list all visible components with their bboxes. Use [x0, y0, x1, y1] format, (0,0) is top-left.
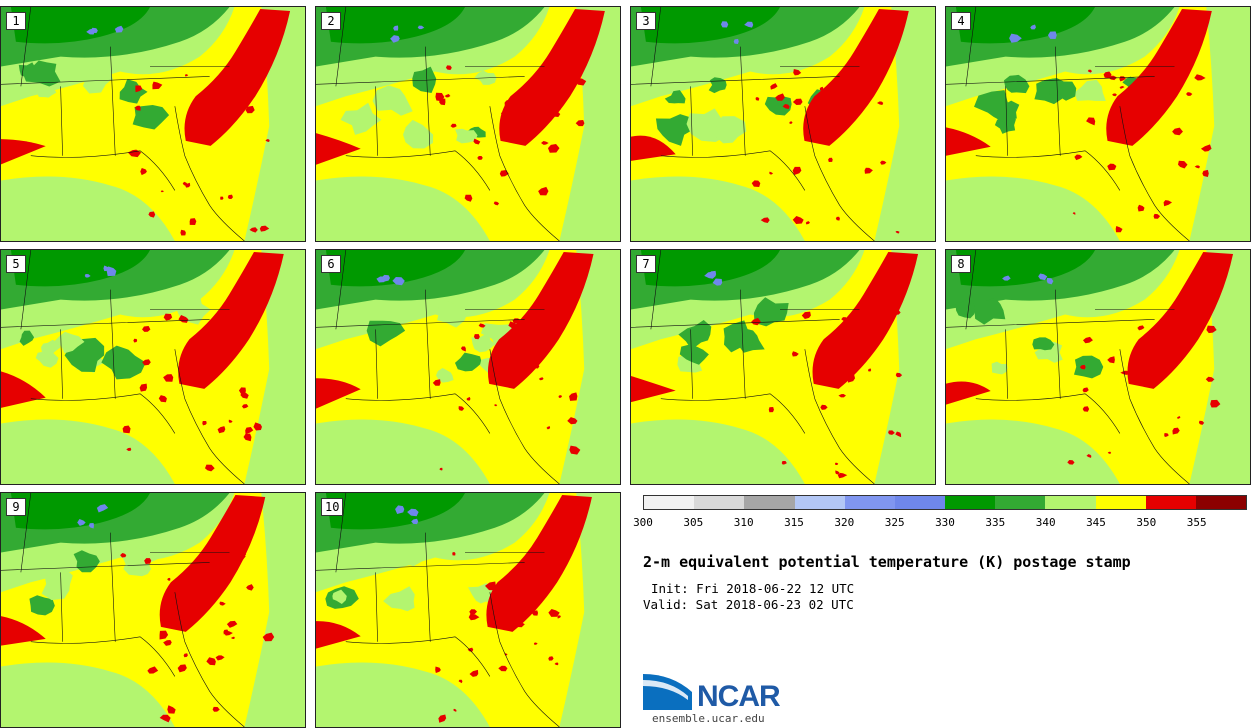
- colorbar-swatch: [794, 496, 845, 509]
- colorbar-tick: 345: [1086, 516, 1106, 529]
- member-number-label: 8: [951, 255, 971, 273]
- colorbar-tick: 340: [1035, 516, 1056, 529]
- member-number-label: 9: [6, 498, 26, 516]
- member-number-label: 3: [636, 12, 656, 30]
- ensemble-member-map: 8: [945, 249, 1251, 485]
- colorbar-tick: 300: [633, 516, 653, 529]
- colorbar-tick-labels: 300 305 310 315 320 325 330 335 340 345 350 355: [633, 516, 1247, 530]
- ensemble-member-map: 10: [315, 492, 621, 728]
- colorbar-tick: 320: [834, 516, 855, 529]
- website-url: ensemble.ucar.edu: [652, 712, 765, 725]
- colorbar-tick: 350: [1136, 516, 1157, 529]
- figure-title: 2-m equivalent potential temperature (K)…: [643, 553, 1131, 571]
- colorbar-swatch: [1045, 496, 1096, 509]
- member-number-label: 4: [951, 12, 971, 30]
- ensemble-member-map: 7: [630, 249, 936, 485]
- valid-time: Valid: Sat 2018-06-23 02 UTC: [643, 597, 854, 612]
- colorbar-tick: 330: [935, 516, 955, 529]
- colorbar-tick: 310: [733, 516, 754, 529]
- colorbar-swatch: [744, 496, 795, 509]
- ensemble-member-map: 1: [0, 6, 306, 242]
- colorbar-swatch: [995, 496, 1046, 509]
- colorbar-swatch: [945, 496, 996, 509]
- colorbar-swatch: [1095, 496, 1146, 509]
- colorbar-tick: 315: [784, 516, 804, 529]
- member-number-label: 6: [321, 255, 341, 273]
- ensemble-member-map: 5: [0, 249, 306, 485]
- colorbar-swatch: [694, 496, 745, 509]
- ensemble-member-map: 9: [0, 492, 306, 728]
- member-number-label: 10: [321, 498, 344, 516]
- colorbar-tick: 355: [1186, 516, 1207, 529]
- colorbar-tick: 335: [985, 516, 1006, 529]
- colorbar-swatch: [1195, 496, 1247, 509]
- colorbar-swatch: [644, 496, 695, 509]
- colorbar-swatch: [1145, 496, 1196, 509]
- colorbar-swatch: [844, 496, 895, 509]
- ensemble-member-map: 3: [630, 6, 936, 242]
- member-number-label: 5: [6, 255, 26, 273]
- colorbar-tick: 325: [884, 516, 905, 529]
- ncar-logo-text: NCAR: [697, 680, 781, 713]
- init-time: Init: Fri 2018-06-22 12 UTC: [651, 581, 855, 596]
- ensemble-member-map: 4: [945, 6, 1251, 242]
- member-number-label: 1: [6, 12, 26, 30]
- colorbar-swatch: [894, 496, 946, 509]
- member-number-label: 7: [636, 255, 656, 273]
- ensemble-member-map: 6: [315, 249, 621, 485]
- colorbar: [643, 495, 1247, 510]
- ncar-logo-icon: [643, 674, 692, 710]
- colorbar-tick: 305: [683, 516, 704, 529]
- member-number-label: 2: [321, 12, 341, 30]
- ensemble-member-map: 2: [315, 6, 621, 242]
